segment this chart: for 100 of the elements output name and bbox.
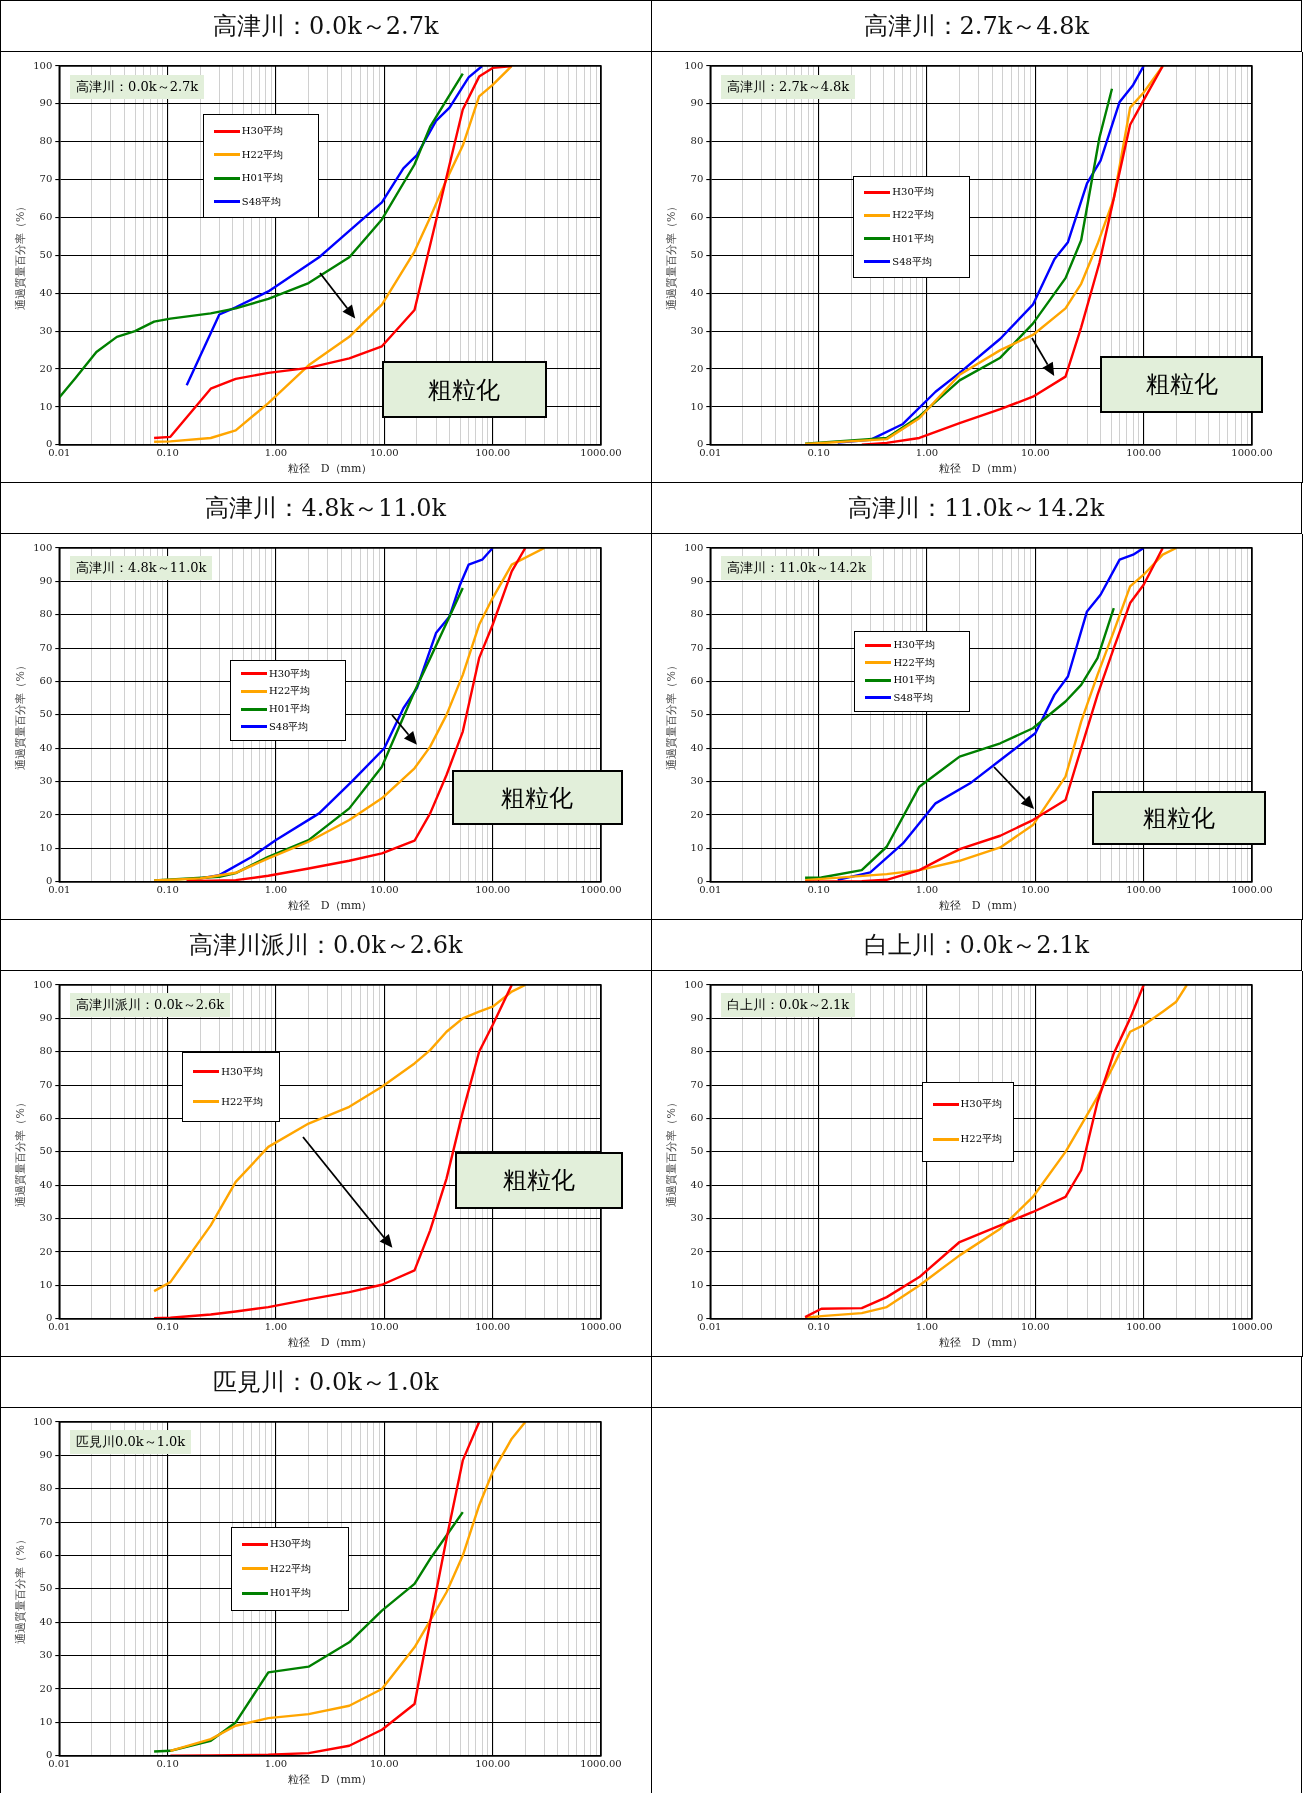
x-tick-label: 0.01	[699, 884, 722, 896]
chart-title: 高津川：4.8k～11.0k	[1, 483, 652, 534]
legend-label: S48平均	[892, 254, 932, 269]
y-tick-label: 40	[39, 1615, 53, 1627]
x-tick-label: 0.10	[156, 1321, 179, 1333]
y-tick-label: 100	[33, 978, 53, 990]
y-tick-label: 90	[690, 97, 704, 109]
x-tick-label: 10.00	[369, 884, 399, 896]
legend-label: H22平均	[960, 1132, 1002, 1147]
y-tick-label: 30	[690, 1212, 704, 1224]
y-tick-label: 20	[690, 362, 704, 374]
y-tick-label: 60	[39, 211, 53, 223]
legend-label: H22平均	[893, 655, 935, 670]
y-tick-label: 10	[39, 400, 53, 412]
x-tick-label: 0.10	[156, 447, 179, 459]
legend-label: H22平均	[270, 1561, 312, 1576]
y-tick-label: 40	[39, 286, 53, 298]
y-tick-label: 100	[33, 59, 53, 71]
x-tick-label: 1000.00	[1231, 447, 1273, 459]
y-tick-label: 70	[39, 1515, 53, 1527]
legend-label: H01平均	[241, 171, 284, 186]
y-tick-label: 100	[33, 541, 53, 553]
label-box: 粗粒化	[454, 1151, 623, 1209]
x-tick-label: 100.00	[475, 1758, 511, 1770]
x-tick-label: 1.00	[264, 1321, 288, 1333]
x-axis-title: 粒径 D（mm）	[938, 1336, 1024, 1350]
x-tick-label: 0.10	[807, 884, 830, 896]
y-tick-label: 50	[690, 248, 704, 260]
x-tick-label: 10.00	[1020, 447, 1050, 459]
y-tick-label: 70	[39, 173, 53, 185]
y-axis-title: 通過質量百分率（%）	[14, 660, 28, 770]
x-tick-label: 10.00	[1020, 884, 1050, 896]
y-tick-label: 90	[39, 1448, 53, 1460]
annotation: 高津川：0.0k～2.7k	[70, 75, 205, 100]
y-tick-label: 50	[39, 1145, 53, 1157]
legend-label: H30平均	[893, 638, 935, 653]
legend-label: H22平均	[221, 1094, 263, 1109]
x-tick-label: 0.01	[48, 1758, 71, 1770]
x-tick-label: 1.00	[915, 884, 939, 896]
y-tick-label: 80	[690, 135, 704, 147]
legend-label: S48平均	[893, 690, 933, 705]
y-tick-label: 30	[690, 324, 704, 336]
y-tick-label: 60	[690, 1112, 704, 1124]
y-tick-label: 90	[39, 97, 53, 109]
label-box: 粗粒化	[1100, 355, 1263, 413]
y-tick-label: 40	[690, 286, 704, 298]
y-tick-label: 70	[690, 1078, 704, 1090]
y-tick-label: 100	[684, 978, 704, 990]
x-tick-label: 1.00	[264, 1758, 288, 1770]
chart-title: 高津川：0.0k～2.7k	[1, 1, 652, 52]
x-tick-label: 0.10	[807, 447, 830, 459]
x-tick-label: 100.00	[475, 884, 511, 896]
chart-title: 高津川派川：0.0k～2.6k	[1, 920, 652, 971]
y-tick-label: 80	[690, 608, 704, 620]
y-tick-label: 30	[39, 775, 53, 787]
annotation: 匹見川0.0k～1.0k	[70, 1430, 192, 1455]
y-tick-label: 20	[39, 1245, 53, 1257]
legend-label: H30平均	[221, 1064, 263, 1079]
y-axis-title: 通過質量百分率（%）	[14, 1097, 28, 1207]
y-tick-label: 80	[690, 1045, 704, 1057]
x-tick-label: 1000.00	[580, 884, 622, 896]
legend-label: H01平均	[270, 1586, 312, 1601]
legend-label: S48平均	[268, 720, 309, 734]
y-axis-title: 通過質量百分率（%）	[14, 1534, 28, 1644]
x-tick-label: 1000.00	[1231, 884, 1273, 896]
x-axis-title: 粒径 D（mm）	[287, 462, 373, 476]
y-tick-label: 60	[39, 1112, 53, 1124]
y-tick-label: 90	[690, 1011, 704, 1023]
x-tick-label: 1.00	[915, 447, 939, 459]
y-tick-label: 80	[39, 608, 53, 620]
legend-label: H01平均	[893, 673, 935, 688]
label-box: 粗粒化	[381, 361, 547, 419]
y-tick-label: 40	[690, 1178, 704, 1190]
y-tick-label: 80	[39, 1482, 53, 1494]
x-tick-label: 1.00	[264, 447, 288, 459]
y-tick-label: 10	[690, 842, 704, 854]
x-tick-label: 1000.00	[1231, 1321, 1273, 1333]
y-tick-label: 70	[39, 641, 53, 653]
legend-label: H01平均	[892, 231, 934, 246]
legend-label: S48平均	[241, 194, 282, 209]
x-axis-title: 粒径 D（mm）	[287, 1773, 373, 1787]
y-tick-label: 60	[690, 675, 704, 687]
y-tick-label: 90	[39, 574, 53, 586]
chart-title: 高津川：11.0k～14.2k	[651, 483, 1302, 534]
annotation: 白上川：0.0k～2.1k	[721, 993, 856, 1018]
x-tick-label: 10.00	[369, 1321, 399, 1333]
x-axis-title: 粒径 D（mm）	[287, 1336, 373, 1350]
y-tick-label: 10	[690, 400, 704, 412]
y-axis-title: 通過質量百分率（%）	[665, 1097, 679, 1207]
x-tick-label: 0.10	[156, 884, 179, 896]
y-tick-label: 60	[39, 675, 53, 687]
y-tick-label: 10	[39, 1279, 53, 1291]
y-tick-label: 20	[39, 362, 53, 374]
x-tick-label: 0.01	[48, 447, 71, 459]
x-tick-label: 100.00	[1126, 1321, 1162, 1333]
y-tick-label: 0	[45, 1312, 53, 1324]
label-box: 粗粒化	[1092, 791, 1266, 846]
chart-title: 高津川：2.7k～4.8k	[651, 1, 1302, 52]
y-tick-label: 70	[690, 641, 704, 653]
legend-label: H22平均	[268, 684, 311, 699]
